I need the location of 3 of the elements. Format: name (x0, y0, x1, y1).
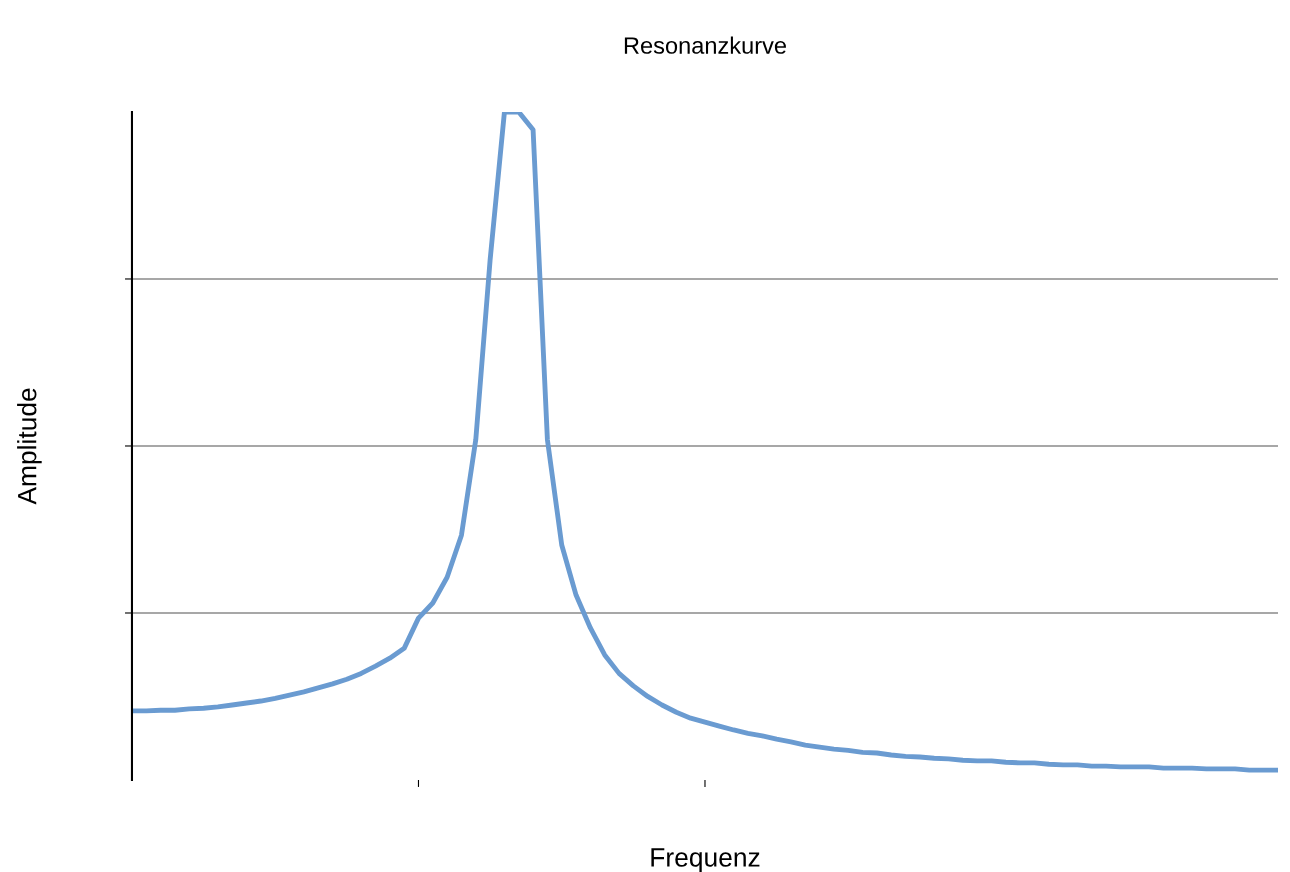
chart-title: Resonanzkurve (624, 36, 786, 54)
y-axis-title: Amplitude (17, 388, 42, 505)
x-axis-title: Frequenz (651, 848, 760, 872)
